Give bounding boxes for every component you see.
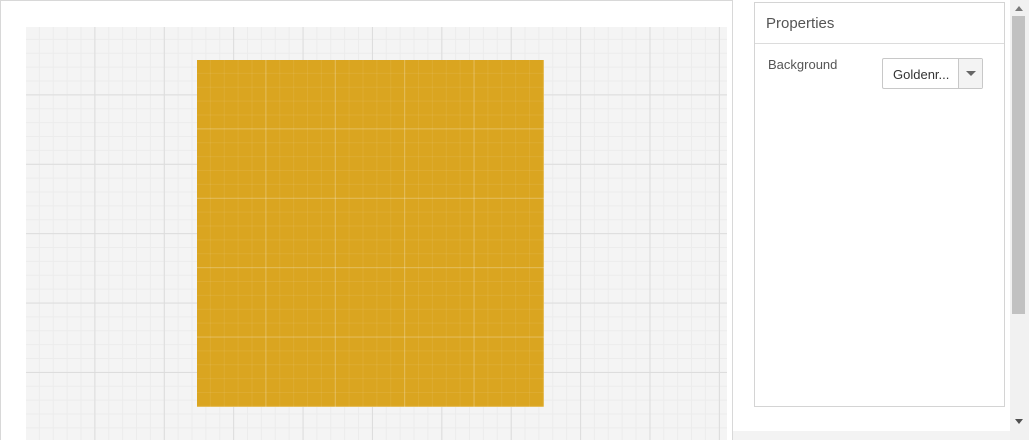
bottom-strip xyxy=(733,431,1010,440)
dropdown-toggle-button[interactable] xyxy=(958,59,982,88)
dropdown-selected-value: Goldenr... xyxy=(893,67,950,82)
chevron-down-icon xyxy=(966,71,976,76)
vertical-scrollbar[interactable] xyxy=(1010,0,1029,440)
background-label: Background xyxy=(768,57,838,72)
arrow-up-icon[interactable] xyxy=(1015,6,1023,11)
arrow-down-icon[interactable] xyxy=(1015,419,1023,424)
background-color-dropdown[interactable]: Goldenr... xyxy=(882,58,983,89)
scrollbar-thumb[interactable] xyxy=(1012,16,1025,314)
properties-title: Properties xyxy=(755,3,1004,44)
diagram-canvas[interactable] xyxy=(26,27,727,440)
properties-panel: Properties Background Goldenr... xyxy=(754,2,1005,407)
diagram-node[interactable] xyxy=(197,60,544,407)
property-row-background: Background Goldenr... xyxy=(755,44,1004,94)
diagram-canvas-panel xyxy=(0,0,733,440)
